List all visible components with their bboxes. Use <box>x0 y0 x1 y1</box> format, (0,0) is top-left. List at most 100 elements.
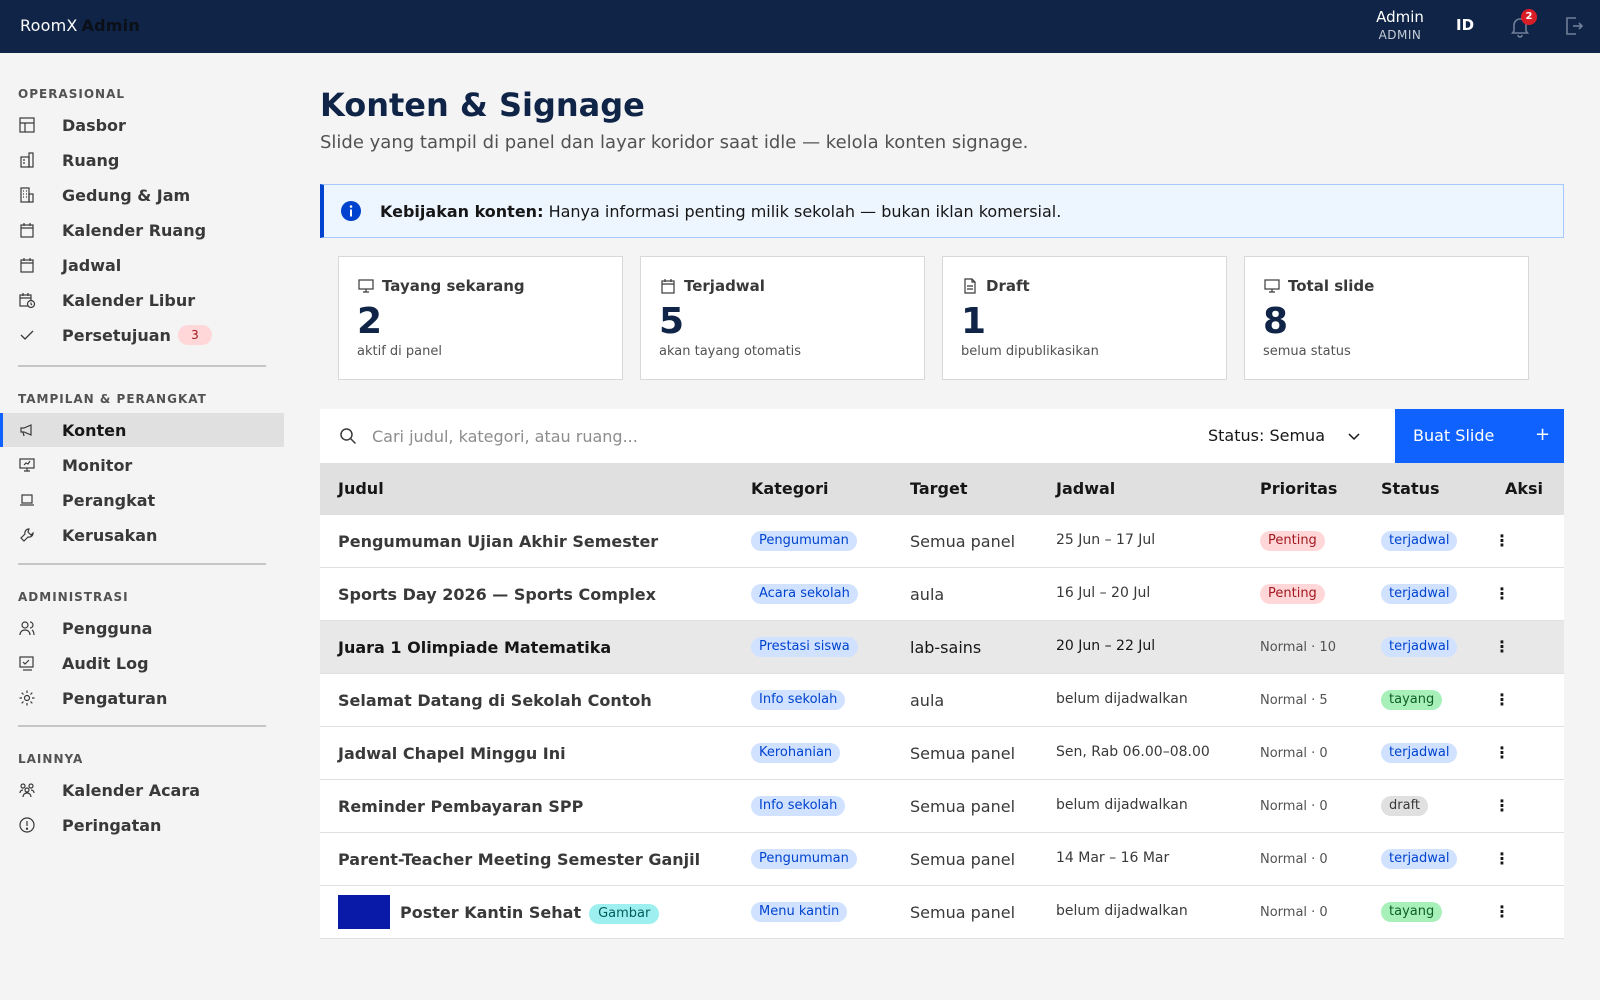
slide-title[interactable]: Reminder Pembayaran SPP <box>338 797 584 816</box>
overflow-menu-icon[interactable]: ⋮ <box>1494 796 1510 815</box>
app-logo[interactable]: RoomX Admin <box>20 16 140 35</box>
column-header-status[interactable]: Status <box>1381 479 1440 498</box>
schedule-cell: belum dijadwalkan <box>1056 903 1188 919</box>
slide-title[interactable]: Juara 1 Olimpiade Matematika <box>338 638 612 657</box>
priority-text: Normal · 0 <box>1260 905 1328 920</box>
overflow-menu-icon[interactable]: ⋮ <box>1494 849 1510 868</box>
sidebar-section-title: OPERASIONAL <box>18 87 126 101</box>
column-header-target[interactable]: Target <box>910 479 968 498</box>
monitor-icon <box>358 279 374 293</box>
sidebar-item-persetujuan[interactable]: Persetujuan 3 <box>0 318 284 352</box>
slide-title[interactable]: Pengumuman Ujian Akhir Semester <box>338 532 659 551</box>
table-row[interactable]: Reminder Pembayaran SPP Info sekolah Semua… <box>320 780 1564 833</box>
sidebar-item-kerusakan[interactable]: Kerusakan <box>0 518 284 552</box>
slide-title[interactable]: Jadwal Chapel Minggu Ini <box>338 744 566 763</box>
sidebar-item-jadwal[interactable]: Jadwal <box>0 248 284 282</box>
target-cell: Semua panel <box>910 744 1016 763</box>
sidebar-item-label: Kalender Acara <box>62 780 201 800</box>
stat-card-tayang: Tayang sekarang 2 aktif di panel <box>338 256 623 380</box>
table-row[interactable]: Pengumuman Ujian Akhir Semester Pengumuma… <box>320 515 1564 568</box>
stat-subtext: belum dipublikasikan <box>961 344 1099 359</box>
stat-label: Tayang sekarang <box>382 277 525 295</box>
sidebar-item-kalender-ruang[interactable]: Kalender Ruang <box>0 213 284 247</box>
schedule-cell: 20 Jun – 22 Jul <box>1056 638 1156 654</box>
slide-title[interactable]: Selamat Datang di Sekolah Contoh <box>338 691 652 710</box>
calendar-icon <box>20 223 34 238</box>
sidebar-divider <box>18 563 266 565</box>
sidebar-section-title: TAMPILAN & PERANGKAT <box>18 392 207 406</box>
overflow-menu-icon[interactable]: ⋮ <box>1494 531 1510 550</box>
slide-title[interactable]: Parent-Teacher Meeting Semester Ganjil <box>338 850 701 869</box>
target-cell: Semua panel <box>910 532 1016 551</box>
column-header-prioritas[interactable]: Prioritas <box>1260 479 1338 498</box>
target-cell: Semua panel <box>910 903 1016 922</box>
language-switch[interactable]: ID <box>1456 16 1475 34</box>
plus-icon: + <box>1535 424 1551 445</box>
sidebar-item-konten[interactable]: Konten <box>0 413 284 447</box>
table-row[interactable]: Juara 1 Olimpiade Matematika Prestasi sis… <box>320 621 1564 674</box>
overflow-menu-icon[interactable]: ⋮ <box>1494 690 1510 709</box>
laptop-icon <box>20 494 34 506</box>
search-icon <box>340 428 357 445</box>
sidebar-item-audit-log[interactable]: Audit Log <box>0 646 284 680</box>
table-row[interactable]: Parent-Teacher Meeting Semester Ganjil Pe… <box>320 833 1564 886</box>
schedule-cell: Sen, Rab 06.00–08.00 <box>1056 744 1210 760</box>
schedule-cell: 25 Jun – 17 Jul <box>1056 532 1156 548</box>
category-tag: Acara sekolah <box>751 584 858 604</box>
status-tag: terjadwal <box>1381 637 1458 657</box>
column-header-judul[interactable]: Judul <box>338 479 384 498</box>
sidebar-item-dasbor[interactable]: Dasbor <box>0 108 284 142</box>
category-tag: Info sekolah <box>751 690 846 710</box>
overflow-menu-icon[interactable]: ⋮ <box>1494 902 1510 921</box>
overflow-menu-icon[interactable]: ⋮ <box>1494 637 1510 656</box>
table-row[interactable]: Sports Day 2026 — Sports Complex Acara se… <box>320 568 1564 621</box>
notice-body: Hanya informasi penting milik sekolah — … <box>548 202 1062 221</box>
create-slide-label: Buat Slide <box>1413 426 1495 445</box>
sidebar-item-kalender-acara[interactable]: Kalender Acara <box>0 773 284 807</box>
sidebar-item-gedung-jam[interactable]: Gedung & Jam <box>0 178 284 212</box>
sidebar-section-title: ADMINISTRASI <box>18 590 129 604</box>
calendar-icon <box>661 279 675 294</box>
stat-subtext: aktif di panel <box>357 344 442 359</box>
image-type-tag: Gambar <box>589 904 660 924</box>
page-title: Konten & Signage <box>320 86 645 124</box>
column-header-aksi: Aksi <box>1505 479 1544 498</box>
info-icon <box>341 201 361 221</box>
sidebar-item-monitor[interactable]: Monitor <box>0 448 284 482</box>
sidebar-item-pengguna[interactable]: Pengguna <box>0 611 284 645</box>
priority-text: Normal · 5 <box>1260 693 1328 708</box>
stat-card-terjadwal: Terjadwal 5 akan tayang otomatis <box>640 256 925 380</box>
stat-card-total: Total slide 8 semua status <box>1244 256 1529 380</box>
create-slide-button[interactable]: Buat Slide + <box>1395 409 1564 463</box>
table-row[interactable]: Jadwal Chapel Minggu Ini Kerohanian Semua … <box>320 727 1564 780</box>
sidebar-item-perangkat[interactable]: Perangkat <box>0 483 284 517</box>
table-row[interactable]: Poster Kantin Sehat Gambar Menu kantin Semu… <box>320 886 1564 939</box>
slide-title[interactable]: Poster Kantin Sehat Gambar <box>400 903 660 924</box>
logout-icon[interactable] <box>1562 14 1586 38</box>
gear-icon <box>19 690 35 706</box>
sidebar-item-label: Kerusakan <box>62 525 158 545</box>
schedule-cell: 16 Jul – 20 Jul <box>1056 585 1151 601</box>
sidebar-item-label: Konten <box>62 420 127 440</box>
table-row[interactable]: Selamat Datang di Sekolah Contoh Info sek… <box>320 674 1564 727</box>
sidebar-item-pengaturan[interactable]: Pengaturan <box>0 681 284 715</box>
sidebar-item-peringatan[interactable]: Peringatan <box>0 808 284 842</box>
overflow-menu-icon[interactable]: ⋮ <box>1494 743 1510 762</box>
column-header-jadwal[interactable]: Jadwal <box>1056 479 1116 498</box>
slide-title[interactable]: Sports Day 2026 — Sports Complex <box>338 585 656 604</box>
document-icon <box>964 278 976 294</box>
target-cell: Semua panel <box>910 797 1016 816</box>
priority-text: Normal · 0 <box>1260 852 1328 867</box>
notice-bold: Kebijakan konten: <box>380 202 544 221</box>
user-menu[interactable]: Admin ADMIN <box>1360 8 1440 42</box>
status-tag: terjadwal <box>1381 584 1458 604</box>
status-filter-label: Status: Semua <box>1208 426 1325 445</box>
column-header-kategori[interactable]: Kategori <box>751 479 829 498</box>
overflow-menu-icon[interactable]: ⋮ <box>1494 584 1510 603</box>
priority-text: Normal · 0 <box>1260 799 1328 814</box>
search-input[interactable] <box>372 409 1132 463</box>
brand-suffix: Admin <box>81 16 140 35</box>
sidebar-item-ruang[interactable]: Ruang <box>0 143 284 177</box>
status-filter-select[interactable]: Status: Semua <box>1200 409 1360 463</box>
sidebar-item-kalender-libur[interactable]: Kalender Libur <box>0 283 284 317</box>
